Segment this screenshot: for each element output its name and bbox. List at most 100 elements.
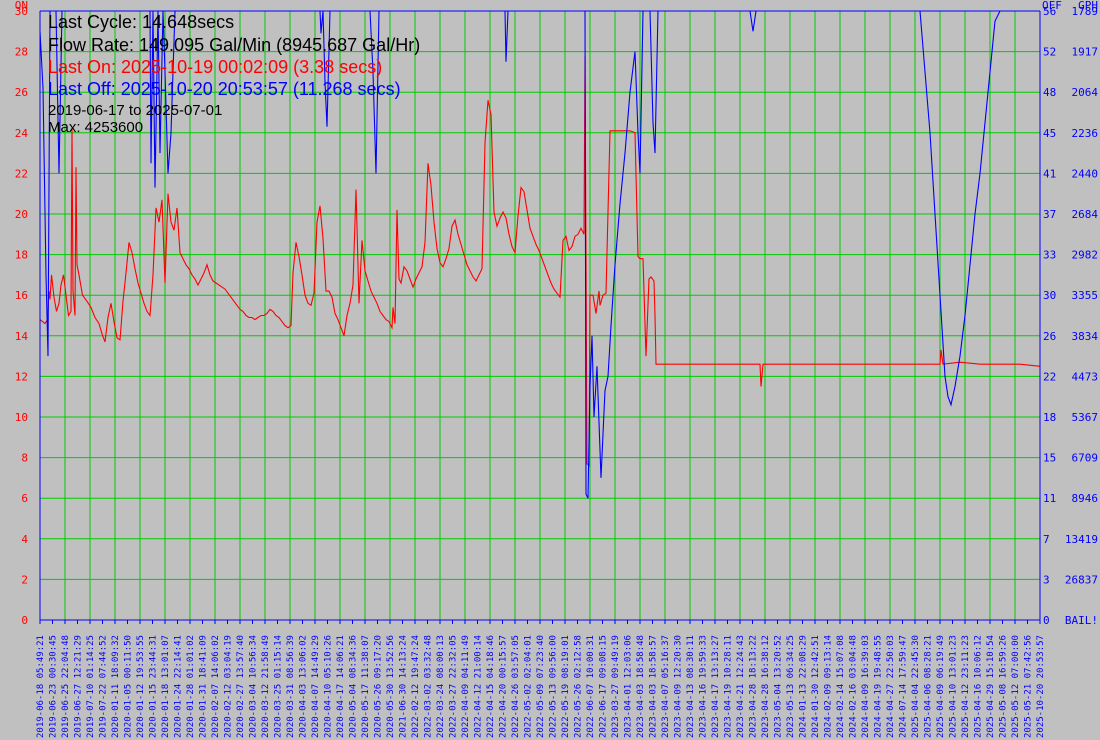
y-right-gph-tick-label: 2982	[1072, 249, 1099, 262]
x-tick-label: 2024-02-14 15:07:08	[836, 635, 846, 738]
x-tick-label: 2019-06-23 00:30:45	[49, 635, 59, 738]
x-tick-label: 2025-05-12 07:00:00	[1011, 635, 1021, 738]
y-right-gph-tick-label: 6709	[1072, 452, 1099, 465]
y-left-tick-label: 8	[21, 452, 28, 465]
x-tick-label: 2025-04-12 23:11:23	[961, 635, 971, 738]
x-tick-label: 2025-04-09 06:19:49	[936, 635, 946, 738]
y-left-tick-label: 0	[21, 614, 28, 627]
y-right-off-tick-label: 3	[1043, 573, 1050, 586]
x-tick-label: 2023-04-28 16:38:12	[761, 635, 771, 738]
x-tick-label: 2023-04-16 19:59:33	[699, 635, 709, 738]
y-right-gph-tick-label: 26837	[1065, 573, 1098, 586]
x-tick-label: 2024-04-19 19:48:55	[874, 635, 884, 738]
x-tick-label: 2022-04-20 00:15:57	[499, 635, 509, 738]
y-right-off-tick-label: 22	[1043, 370, 1056, 383]
y-right-off-tick-label: 41	[1043, 167, 1056, 180]
x-tick-label: 2020-02-07 14:06:02	[211, 635, 221, 738]
x-tick-label: 2022-03-24 08:00:13	[436, 635, 446, 738]
y-right-off-tick-label: 48	[1043, 86, 1056, 99]
y-right-gph-tick-label: 3355	[1072, 289, 1099, 302]
x-tick-label: 2024-02-16 03:04:48	[849, 635, 859, 738]
x-tick-label: 2023-05-04 13:20:52	[774, 635, 784, 738]
y-right-gph-tick-label: 3834	[1072, 330, 1099, 343]
y-left-tick-label: 26	[15, 86, 28, 99]
y-left-title: ON	[15, 0, 28, 12]
x-tick-label: 2020-01-28 01:01:02	[186, 635, 196, 738]
y-right-off-tick-label: 56	[1043, 5, 1056, 18]
x-tick-label: 2022-02-12 19:47:24	[411, 635, 421, 738]
x-tick-label: 2023-04-07 05:16:37	[661, 635, 671, 738]
x-tick-label: 2022-03-27 22:32:05	[449, 635, 459, 738]
y-right-gph-tick-label: 2236	[1072, 127, 1099, 140]
y-right-off-tick-label: 37	[1043, 208, 1056, 221]
x-tick-label: 2020-03-25 01:15:14	[274, 635, 284, 738]
x-tick-label: 2022-05-09 07:23:40	[536, 635, 546, 738]
x-tick-label: 2023-04-03 18:58:57	[649, 635, 659, 738]
x-tick-label: 2023-04-13 08:30:11	[686, 635, 696, 738]
x-tick-label: 2019-06-27 12:21:29	[74, 635, 84, 738]
x-tick-label: 2023-04-21 12:24:43	[736, 635, 746, 738]
y-right-off-title: OFF	[1042, 0, 1062, 12]
x-tick-label: 2020-01-12 19:53:55	[136, 635, 146, 738]
x-tick-label: 2023-03-27 09:49:19	[611, 635, 621, 738]
y-left-tick-label: 14	[15, 330, 29, 343]
x-tick-label: 2023-05-13 06:34:25	[786, 635, 796, 738]
y-right-gph-tick-label: 1789	[1072, 5, 1099, 18]
x-tick-label: 2020-04-10 05:10:26	[324, 635, 334, 738]
y-left-tick-label: 24	[15, 127, 29, 140]
x-tick-label: 2024-01-30 12:42:51	[811, 635, 821, 738]
x-tick-label: 2023-04-17 13:13:27	[711, 635, 721, 738]
x-tick-label: 2020-01-11 18:09:32	[111, 635, 121, 738]
x-tick-label: 2020-03-04 10:56:34	[249, 635, 259, 738]
x-tick-label: 2020-05-17 11:38:07	[361, 635, 371, 738]
x-tick-label: 2022-06-07 10:00:31	[586, 635, 596, 738]
x-tick-label: 2022-04-15 04:18:46	[486, 635, 496, 738]
x-tick-label: 2019-07-22 07:44:52	[99, 635, 109, 738]
x-tick-label: 2022-06-17 09:08:15	[599, 635, 609, 738]
x-tick-label: 2022-04-12 21:00:14	[474, 635, 484, 738]
x-tick-label: 2020-05-04 08:34:36	[349, 635, 359, 738]
y-right-off-tick-label: 45	[1043, 127, 1056, 140]
x-tick-label: 2020-01-05 00:11:50	[124, 635, 134, 738]
y-right-gph-tick-label: 2684	[1072, 208, 1099, 221]
y-right-off-tick-label: 52	[1043, 46, 1056, 59]
x-tick-label: 2020-03-31 08:56:39	[286, 635, 296, 738]
x-tick-label: 2020-02-27 13:57:40	[236, 635, 246, 738]
y-left-tick-label: 12	[15, 370, 28, 383]
y-right-off-tick-label: 33	[1043, 249, 1056, 262]
y-right-gph-tick-label: 2440	[1072, 167, 1099, 180]
y-left-tick-label: 20	[15, 208, 28, 221]
x-tick-label: 2023-04-19 10:28:11	[724, 635, 734, 738]
y-right-gph-tick-label: 2064	[1072, 86, 1099, 99]
x-tick-label: 2024-01-13 22:08:29	[799, 635, 809, 738]
last-off-text: Last Off: 2025-10-20 20:53:57 (11.268 se…	[48, 79, 401, 99]
y-left-tick-label: 18	[15, 249, 28, 262]
x-tick-label: 2024-04-09 16:39:03	[861, 635, 871, 738]
y-right-off-tick-label: 11	[1043, 492, 1056, 505]
x-tick-label: 2020-03-12 21:58:49	[261, 635, 271, 738]
x-tick-label: 2019-06-18 05:49:21	[36, 635, 46, 738]
x-tick-label: 2023-04-01 12:03:06	[624, 635, 634, 738]
x-tick-label: 2025-05-21 07:42:56	[1024, 635, 1034, 738]
y-right-gph-tick-label: BAIL!	[1065, 614, 1098, 627]
x-tick-label: 2025-04-10 13:01:23	[949, 635, 959, 738]
x-tick-label: 2020-04-03 13:06:02	[299, 635, 309, 738]
y-left-tick-label: 2	[21, 573, 28, 586]
series-line-0	[39, 55, 1041, 468]
x-tick-label: 2022-05-02 02:04:01	[524, 635, 534, 738]
y-right-gph-tick-label: 13419	[1065, 533, 1098, 546]
x-tick-label: 2022-04-09 04:11:49	[461, 635, 471, 738]
x-tick-label: 2025-04-04 22:45:30	[911, 635, 921, 738]
y-right-gph-tick-label: 8946	[1072, 492, 1099, 505]
y-right-off-tick-label: 15	[1043, 452, 1056, 465]
x-tick-label: 2020-01-18 13:01:07	[161, 635, 171, 738]
y-right-off-tick-label: 30	[1043, 289, 1056, 302]
last-cycle-text: Last Cycle: 14.648secs	[48, 12, 235, 32]
max-text: Max: 4253600	[48, 119, 144, 136]
y-right-gph-title: GPH	[1078, 0, 1098, 12]
x-tick-label: 2022-04-26 03:57:05	[511, 635, 521, 738]
x-tick-label: 2025-05-08 16:59:26	[999, 635, 1009, 738]
x-tick-label: 2025-10-20 20:53:57	[1036, 635, 1046, 738]
